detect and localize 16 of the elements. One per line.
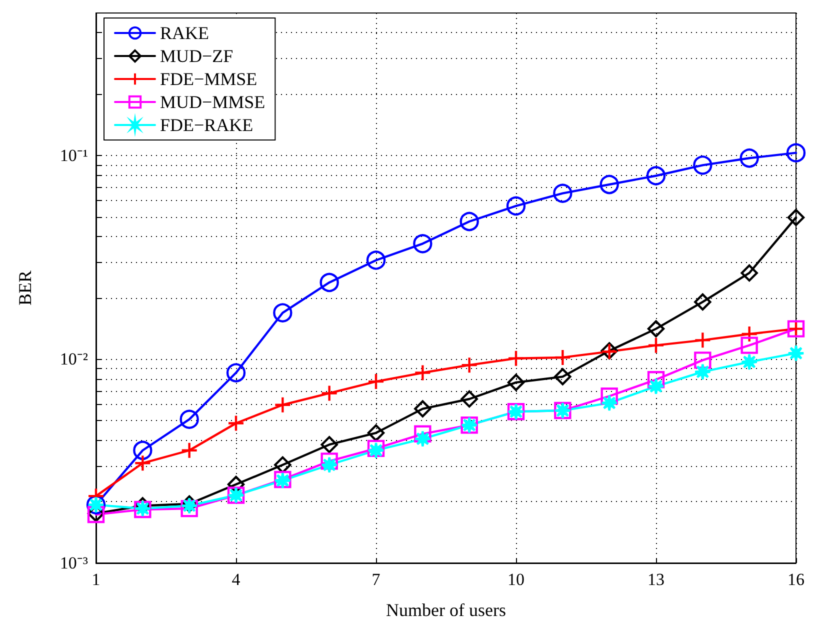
x-tick-label: 13 [648,570,664,589]
y-axis-title: BER [15,270,35,306]
x-axis-title: Number of users [386,600,506,620]
y-tick-label: 10⁻³ [60,554,88,572]
legend-label: MUD−MMSE [160,92,266,112]
legend-label: RAKE [160,23,210,43]
legend-label: MUD−ZF [160,46,234,66]
y-tick-label: 10⁻¹ [60,146,88,165]
legend-label: FDE−RAKE [160,115,254,135]
x-tick-label: 1 [92,570,100,589]
y-tick-label: 10⁻² [60,350,88,369]
x-tick-label: 4 [232,570,241,589]
x-tick-label: 10 [508,570,524,589]
legend-label: FDE−MMSE [160,69,258,89]
x-tick-label: 16 [788,570,804,589]
x-tick-label: 7 [372,570,381,589]
